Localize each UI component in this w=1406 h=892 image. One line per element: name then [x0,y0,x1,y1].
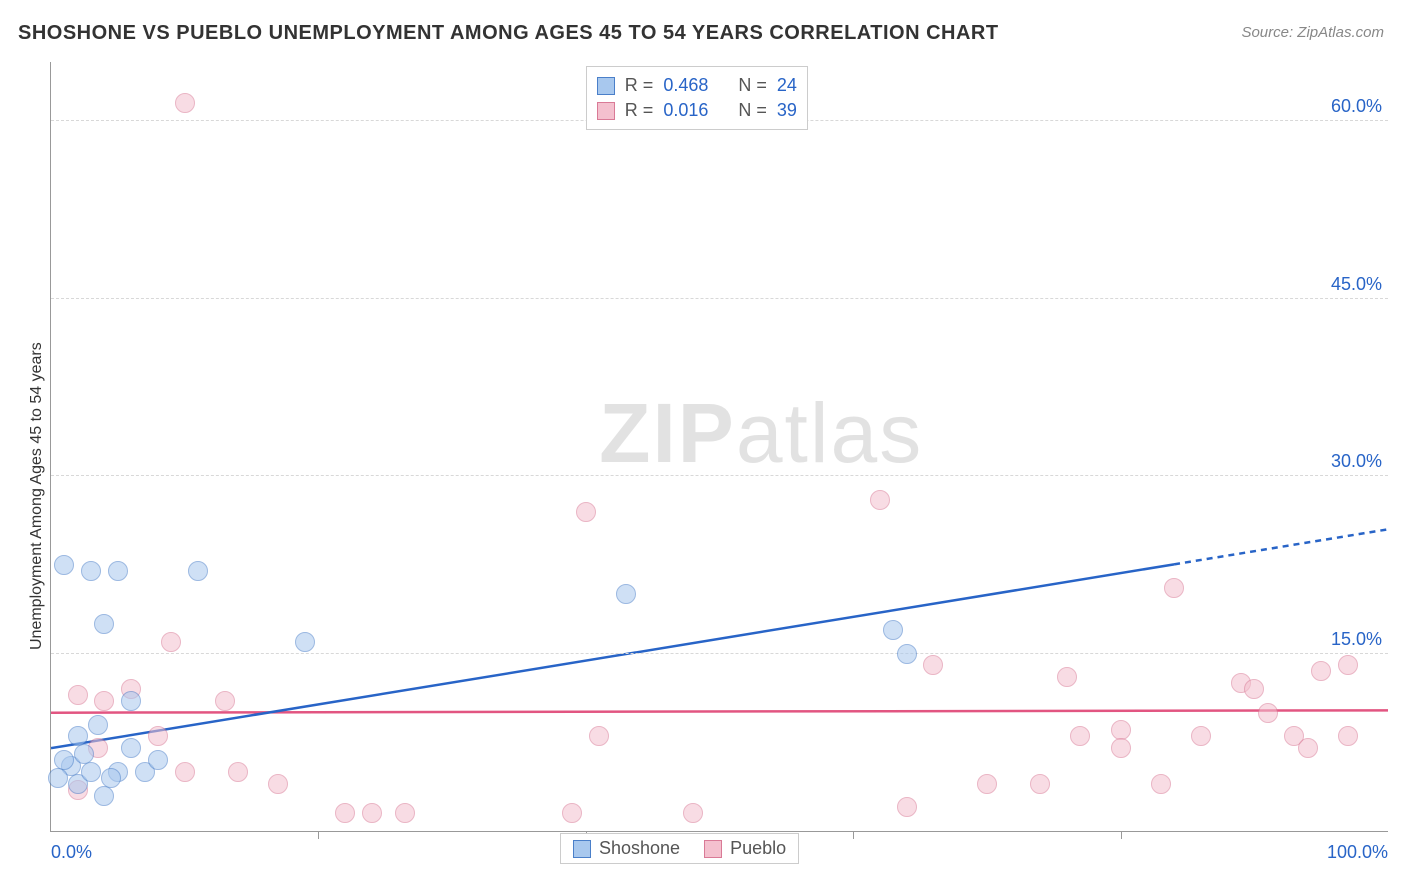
shoshone-point [897,644,917,664]
pueblo-point [268,774,288,794]
r-value: 0.468 [663,75,708,96]
r-label: R = [625,100,654,121]
shoshone-point [81,762,101,782]
legend-item-shoshone: Shoshone [573,838,680,859]
shoshone-point [883,620,903,640]
pueblo-point [897,797,917,817]
stats-row-pueblo: R = 0.016 N = 39 [597,98,797,123]
shoshone-point [121,691,141,711]
pueblo-point [175,762,195,782]
pueblo-point [1338,726,1358,746]
pueblo-point [1030,774,1050,794]
chart-title: SHOSHONE VS PUEBLO UNEMPLOYMENT AMONG AG… [18,22,999,45]
shoshone-point [54,555,74,575]
pueblo-point [1191,726,1211,746]
legend-item-pueblo: Pueblo [704,838,786,859]
legend: Shoshone Pueblo [560,833,799,864]
shoshone-point [94,786,114,806]
shoshone-point [616,584,636,604]
pueblo-point [1164,578,1184,598]
n-label: N = [738,75,767,96]
pueblo-point [1338,655,1358,675]
r-value: 0.016 [663,100,708,121]
pueblo-point [562,803,582,823]
shoshone-point [295,632,315,652]
pueblo-point [362,803,382,823]
pueblo-point [1244,679,1264,699]
shoshone-swatch [573,840,591,858]
trend-lines [51,62,1388,831]
shoshone-point [148,750,168,770]
shoshone-point [94,614,114,634]
pueblo-point [977,774,997,794]
watermark: ZIPatlas [599,385,923,482]
n-value: 24 [777,75,797,96]
gridline [51,298,1388,299]
shoshone-point [188,561,208,581]
y-axis-label: Unemployment Among Ages 45 to 54 years [28,342,46,650]
pueblo-point [1151,774,1171,794]
y-tick-label: 15.0% [1331,629,1382,650]
pueblo-point [148,726,168,746]
shoshone-point [48,768,68,788]
pueblo-point [589,726,609,746]
gridline [51,653,1388,654]
shoshone-point [101,768,121,788]
shoshone-point [108,561,128,581]
pueblo-swatch [597,102,615,120]
r-label: R = [625,75,654,96]
shoshone-point [81,561,101,581]
pueblo-point [94,691,114,711]
stats-box: R = 0.468 N = 24 R = 0.016 N = 39 [586,66,808,130]
pueblo-point [1070,726,1090,746]
pueblo-point [1057,667,1077,687]
legend-label: Pueblo [730,838,786,859]
pueblo-swatch [704,840,722,858]
y-tick-label: 60.0% [1331,96,1382,117]
source-text: Source: ZipAtlas.com [1241,24,1384,41]
pueblo-point [228,762,248,782]
pueblo-point [1258,703,1278,723]
gridline [51,475,1388,476]
pueblo-point [215,691,235,711]
x-label-right: 100.0% [1327,842,1388,863]
shoshone-point [88,715,108,735]
x-tick [853,831,854,839]
n-value: 39 [777,100,797,121]
pueblo-point [870,490,890,510]
y-tick-label: 45.0% [1331,274,1382,295]
n-label: N = [738,100,767,121]
shoshone-point [121,738,141,758]
pueblo-point [1298,738,1318,758]
plot-area: ZIPatlas 15.0%30.0%45.0%60.0%0.0%100.0%R… [50,62,1388,832]
x-tick [1121,831,1122,839]
legend-label: Shoshone [599,838,680,859]
pueblo-point [161,632,181,652]
y-tick-label: 30.0% [1331,451,1382,472]
pueblo-point [335,803,355,823]
pueblo-point [923,655,943,675]
shoshone-swatch [597,77,615,95]
x-label-left: 0.0% [51,842,92,863]
pueblo-point [1311,661,1331,681]
x-tick [318,831,319,839]
pueblo-point [395,803,415,823]
pueblo-point [576,502,596,522]
pueblo-point [683,803,703,823]
stats-row-shoshone: R = 0.468 N = 24 [597,73,797,98]
pueblo-point [1111,738,1131,758]
pueblo-point [68,685,88,705]
pueblo-point [175,93,195,113]
shoshone-point [74,744,94,764]
